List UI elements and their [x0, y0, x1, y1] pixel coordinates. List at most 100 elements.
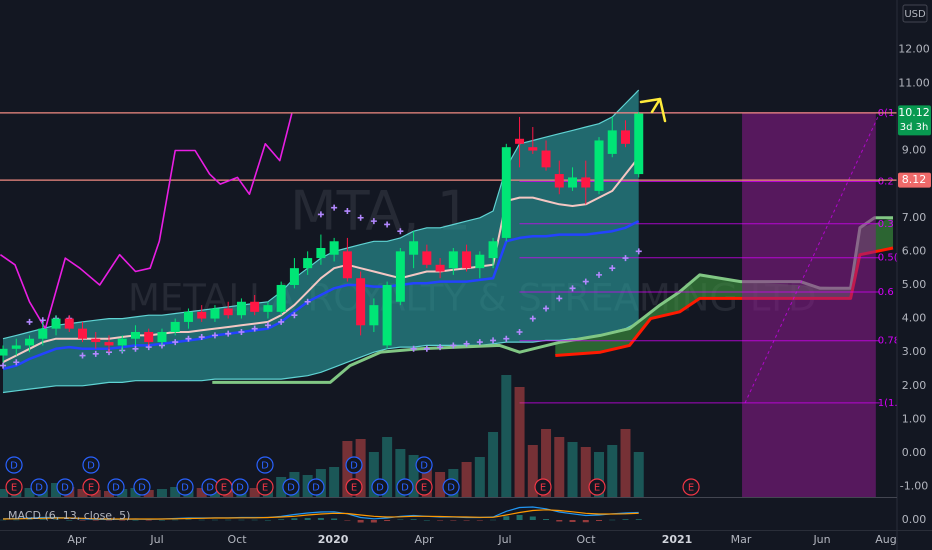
event-marker — [56, 478, 74, 496]
sar-point — [582, 278, 589, 285]
sar-point — [423, 345, 430, 352]
sar-point — [291, 312, 298, 319]
event-marker — [133, 478, 151, 496]
volume-bar — [501, 375, 512, 497]
event-marker — [82, 478, 100, 496]
event-marker — [5, 456, 23, 474]
y-tick-label: 9.00 — [902, 144, 927, 157]
sar-point — [132, 345, 139, 352]
macd-histogram — [582, 520, 589, 523]
volume-bar — [461, 462, 472, 497]
x-tick-label: Oct — [228, 533, 248, 546]
event-marker — [442, 478, 460, 496]
macd-histogram — [543, 519, 550, 520]
event-label: E — [421, 483, 427, 494]
event-label: D — [181, 483, 189, 494]
candle-body — [462, 251, 472, 269]
sar-point — [463, 340, 470, 347]
volume-bar — [24, 488, 35, 497]
macd-histogram — [13, 519, 20, 521]
macd-histogram — [92, 520, 99, 521]
macd-histogram — [291, 518, 298, 520]
macd-histogram — [556, 520, 563, 522]
event-marker — [107, 478, 125, 496]
candle-body — [316, 247, 326, 259]
event-label: D — [350, 461, 358, 472]
event-marker — [307, 478, 325, 496]
event-label: D — [206, 483, 214, 494]
sar-point — [397, 228, 404, 235]
price-label: 8.12 — [902, 173, 927, 186]
sar-point — [609, 265, 616, 272]
sar-point — [172, 339, 179, 346]
macd-histogram — [264, 520, 271, 521]
candle-body — [197, 311, 207, 319]
event-label: E — [262, 483, 268, 494]
event-label: D — [10, 461, 18, 472]
volume-bar — [580, 447, 591, 497]
price-label: 10.12 — [898, 106, 930, 119]
fib-label: 0.6 — [878, 287, 894, 298]
macd-histogram — [516, 515, 523, 520]
candle-body — [263, 305, 273, 312]
candle-body — [117, 338, 127, 346]
bollinger-fill — [3, 90, 639, 393]
macd-histogram — [211, 519, 218, 521]
candle-body — [25, 338, 35, 346]
fib-label: 0.78 — [878, 336, 900, 347]
volume-bar — [474, 457, 485, 497]
sar-point — [556, 295, 563, 302]
candle-body — [382, 284, 392, 346]
sar-point — [569, 285, 576, 292]
candle-body — [475, 254, 485, 269]
candle-body — [515, 138, 525, 144]
macd-histogram — [463, 520, 470, 521]
candle-body — [607, 130, 617, 154]
candle-body — [104, 342, 114, 346]
countdown: 3d 3h — [900, 122, 929, 133]
volume-bar — [382, 437, 393, 497]
macd-histogram — [119, 520, 126, 521]
candle-body — [528, 147, 538, 151]
macd-label: MACD (6, 13, close, 5) — [8, 509, 130, 522]
volume-bar — [276, 477, 287, 497]
sar-point — [410, 345, 417, 352]
x-tick-label: Oct — [577, 533, 597, 546]
macd-pane — [0, 506, 642, 523]
macd-histogram — [66, 520, 73, 521]
sar-point — [503, 335, 510, 342]
candle-body — [435, 264, 445, 272]
volume-bar — [77, 489, 88, 497]
event-label: D — [112, 483, 120, 494]
macd-histogram — [344, 520, 351, 521]
x-tick-label: Jul — [497, 533, 511, 546]
event-label: D — [287, 483, 295, 494]
fib-label: 1(1. — [878, 398, 898, 409]
volume-bar — [607, 445, 618, 497]
event-label: D — [236, 483, 244, 494]
macd-histogram — [105, 520, 112, 521]
event-label: E — [221, 483, 227, 494]
sar-point — [13, 359, 20, 366]
candle-body — [621, 130, 631, 144]
y-tick-label: 11.00 — [898, 76, 930, 89]
event-marker — [415, 456, 433, 474]
signal-line — [2, 509, 639, 520]
x-tick-label: Jul — [149, 533, 163, 546]
macd-histogram — [410, 519, 417, 520]
macd-histogram — [132, 520, 139, 521]
macd-histogram — [331, 518, 338, 520]
macd-histogram — [198, 519, 205, 521]
macd-histogram — [317, 518, 324, 520]
candle-body — [329, 241, 339, 255]
sar-point — [357, 214, 364, 221]
sar-point — [622, 255, 629, 262]
candle-body — [422, 251, 432, 265]
sar-point — [278, 318, 285, 325]
sar-point — [304, 298, 311, 305]
candle-body — [356, 278, 366, 326]
currency-box[interactable] — [902, 4, 928, 23]
sar-point — [185, 335, 192, 342]
candle-body — [236, 301, 246, 316]
sar-point — [264, 322, 271, 329]
